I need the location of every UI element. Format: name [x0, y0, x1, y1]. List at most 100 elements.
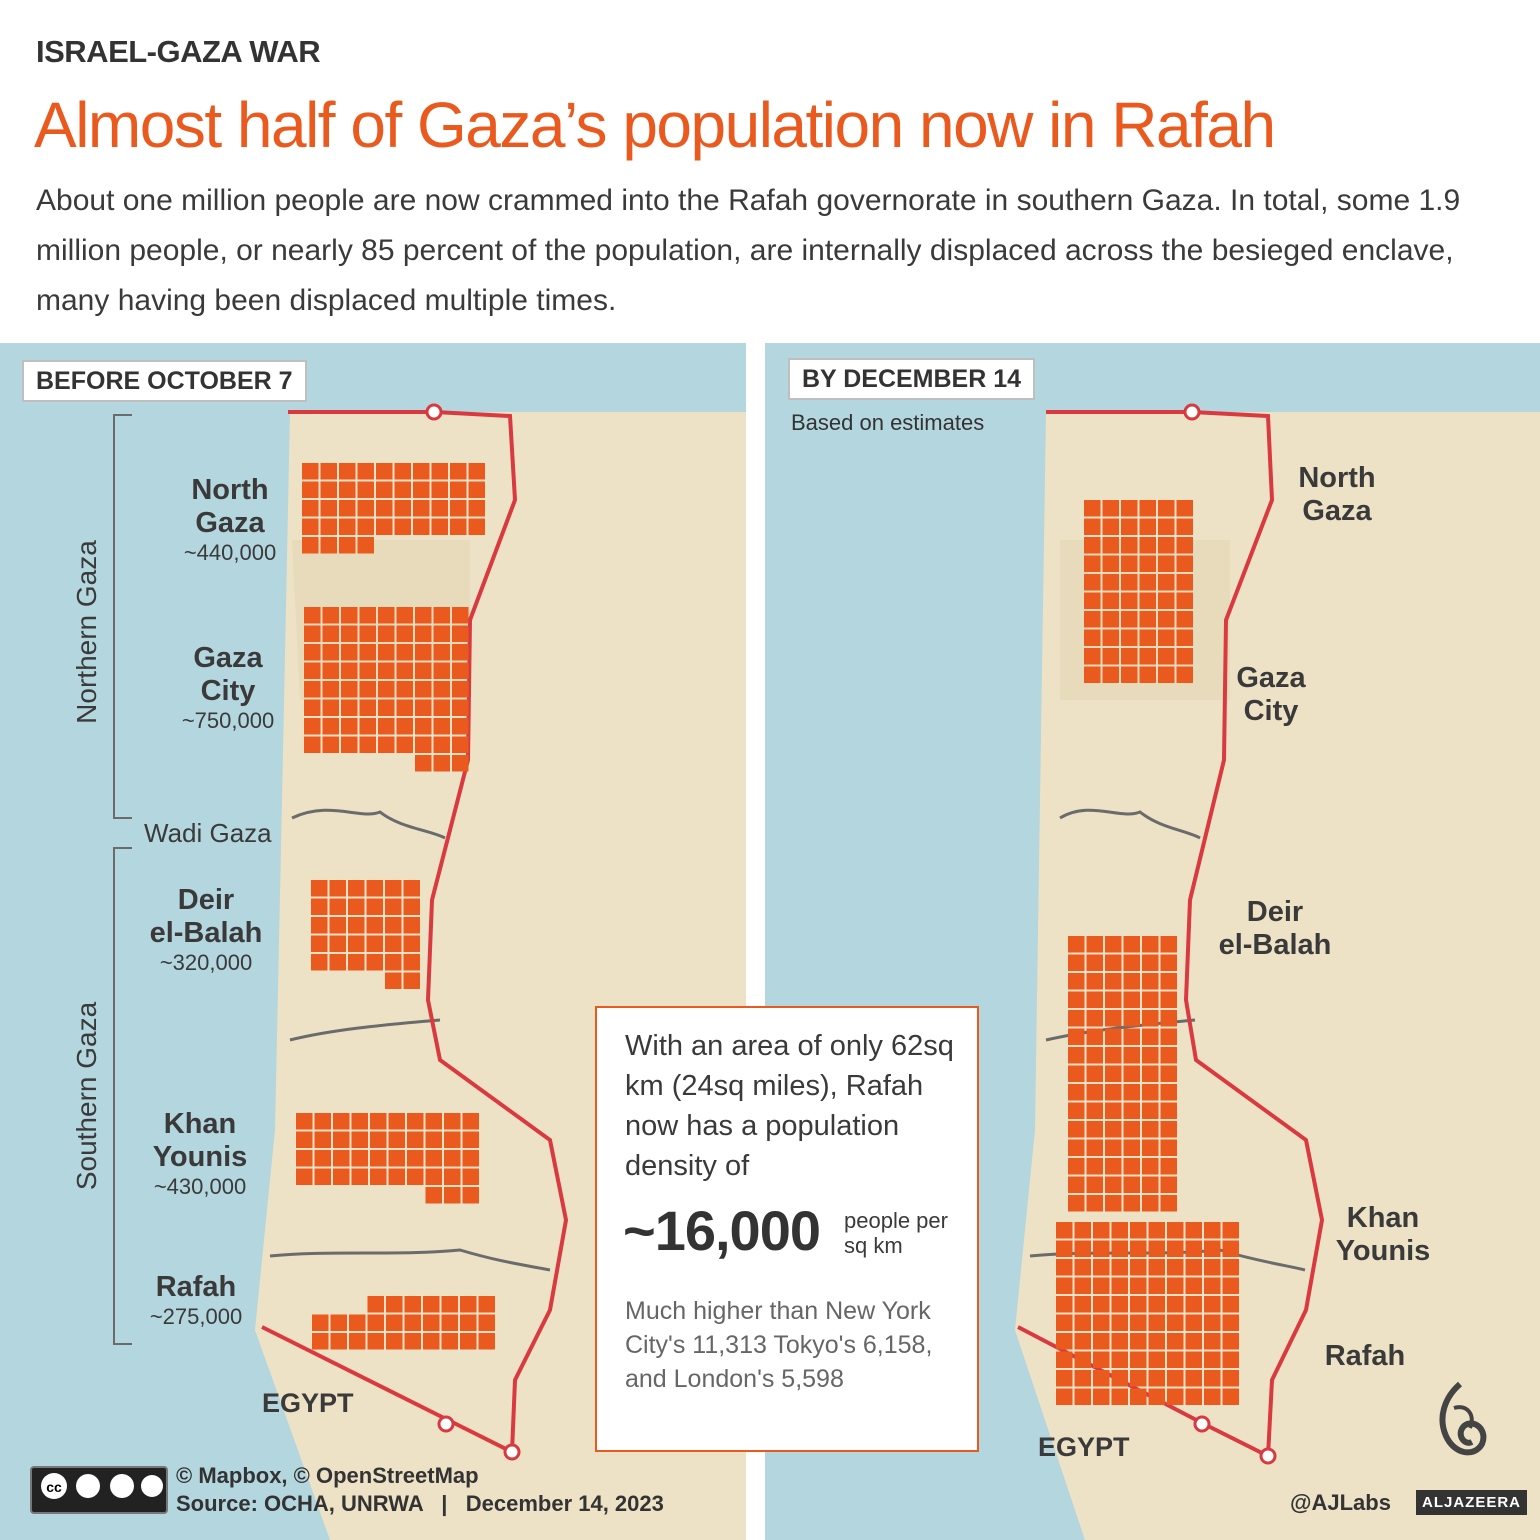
gaza-city-square [304, 681, 321, 698]
deir-el-balah-square [311, 898, 328, 915]
rafah-after-square [1093, 1277, 1110, 1294]
gaza-city-after-square [1102, 555, 1119, 572]
label-wadi-gaza: Wadi Gaza [144, 818, 272, 848]
creative-commons-icon: cc [30, 1466, 168, 1514]
rafah-square [460, 1296, 477, 1313]
rafah-after-square [1204, 1388, 1221, 1405]
gaza-city-after-square [1158, 537, 1175, 554]
deir-el-balah-after-square [1160, 1102, 1177, 1119]
rafah-after-square [1111, 1240, 1128, 1257]
rafah-square [423, 1333, 440, 1350]
north-gaza-square [357, 481, 374, 498]
deir-el-balah-after-square [1086, 973, 1103, 990]
gaza-city-after-square [1084, 555, 1101, 572]
gaza-city-square [433, 699, 450, 716]
deir-el-balah-square [348, 935, 365, 952]
north-gaza-square [357, 518, 374, 535]
rafah-after-square [1167, 1388, 1184, 1405]
deir-el-balah-after-square [1086, 1195, 1103, 1212]
rafah-after-square [1130, 1259, 1147, 1276]
gaza-city-square [378, 681, 395, 698]
rafah-after-square [1185, 1296, 1202, 1313]
deir-el-balah-after-square [1123, 1139, 1140, 1156]
rafah-after-square [1074, 1296, 1091, 1313]
rafah-square [404, 1314, 421, 1331]
north-gaza-square [394, 518, 411, 535]
deir-el-balah-square [403, 935, 420, 952]
deir-el-balah-after-square [1068, 1047, 1085, 1064]
gaza-city-square [396, 607, 413, 624]
rafah-after-square [1167, 1259, 1184, 1276]
rafah-after-square [1167, 1333, 1184, 1350]
gaza-border [1017, 410, 1325, 1460]
deir-el-balah-after-square [1105, 973, 1122, 990]
gaza-city-square [341, 736, 358, 753]
gaza-city-square [433, 755, 450, 772]
deir-el-balah-after-square [1086, 1028, 1103, 1045]
deir-el-balah-after-square [1068, 991, 1085, 1008]
deir-el-balah-after-square [1123, 936, 1140, 953]
rafah-square [386, 1314, 403, 1331]
deir-el-balah-after-square [1123, 1176, 1140, 1193]
label-khan-younis-right: Khan Younis [1335, 1202, 1431, 1267]
gaza-city-after-square [1084, 500, 1101, 517]
gaza-city-square [322, 662, 339, 679]
label-rafah-right: Rafah [1324, 1340, 1406, 1372]
khan-younis-square [388, 1131, 405, 1148]
khan-younis-square [351, 1113, 368, 1130]
deir-el-balah-after-square [1123, 973, 1140, 990]
label-gaza-city: Gaza City ~750,000 [181, 642, 275, 733]
north-gaza-square [357, 463, 374, 480]
deir-el-balah-after-square [1142, 1010, 1159, 1027]
gaza-city-after-square [1158, 648, 1175, 665]
rafah-square [367, 1296, 384, 1313]
gaza-city-square [378, 718, 395, 735]
gaza-city-square [415, 662, 432, 679]
deir-el-balah-after-square [1105, 1121, 1122, 1138]
gaza-city-square [415, 699, 432, 716]
rafah-after-square [1111, 1370, 1128, 1387]
rafah-after-square [1056, 1351, 1073, 1368]
gaza-city-after-square [1139, 648, 1156, 665]
rafah-after-square [1130, 1277, 1147, 1294]
gaza-city-after-square [1158, 629, 1175, 646]
rafah-after-square [1130, 1370, 1147, 1387]
rafah-square [367, 1314, 384, 1331]
rafah-after-square [1222, 1222, 1239, 1239]
gaza-city-after-square [1102, 500, 1119, 517]
rafah-after-square [1185, 1314, 1202, 1331]
gaza-city-after-square [1084, 611, 1101, 628]
gaza-city-after-square [1139, 611, 1156, 628]
label-deir-el-balah: Deir el-Balah ~320,000 [149, 884, 263, 975]
gaza-city-after-square [1139, 537, 1156, 554]
khan-younis-square [462, 1150, 479, 1167]
rafah-after-square [1093, 1388, 1110, 1405]
gaza-city-square [378, 736, 395, 753]
rafah-after-square [1093, 1333, 1110, 1350]
north-gaza-square [376, 500, 393, 517]
rafah-after-square [1185, 1388, 1202, 1405]
khan-younis-square [370, 1150, 387, 1167]
gaza-city-after-square [1139, 666, 1156, 683]
deir-el-balah-after-square [1123, 1102, 1140, 1119]
gaza-city-after-square [1121, 555, 1138, 572]
gaza-city-after-square [1084, 518, 1101, 535]
deir-el-balah-square [385, 954, 402, 971]
gaza-city-square [415, 607, 432, 624]
deir-el-balah-square [385, 880, 402, 897]
rafah-after-square [1167, 1222, 1184, 1239]
gaza-city-square [396, 625, 413, 642]
rafah-after-square [1093, 1314, 1110, 1331]
gaza-city-after-square [1158, 500, 1175, 517]
rafah-after-square [1167, 1240, 1184, 1257]
gaza-city-after-square [1176, 611, 1193, 628]
deir-el-balah-after-square [1142, 973, 1159, 990]
north-gaza-square [431, 463, 448, 480]
north-gaza-square [320, 481, 337, 498]
region-label-northern: Northern Gaza [71, 540, 102, 724]
gaza-city-square [415, 625, 432, 642]
gaza-city-after-square [1102, 629, 1119, 646]
label-deir-el-balah-right: Deir el-Balah [1218, 896, 1332, 961]
rafah-after-square [1167, 1296, 1184, 1313]
label-north-gaza-right: North Gaza [1298, 462, 1376, 527]
